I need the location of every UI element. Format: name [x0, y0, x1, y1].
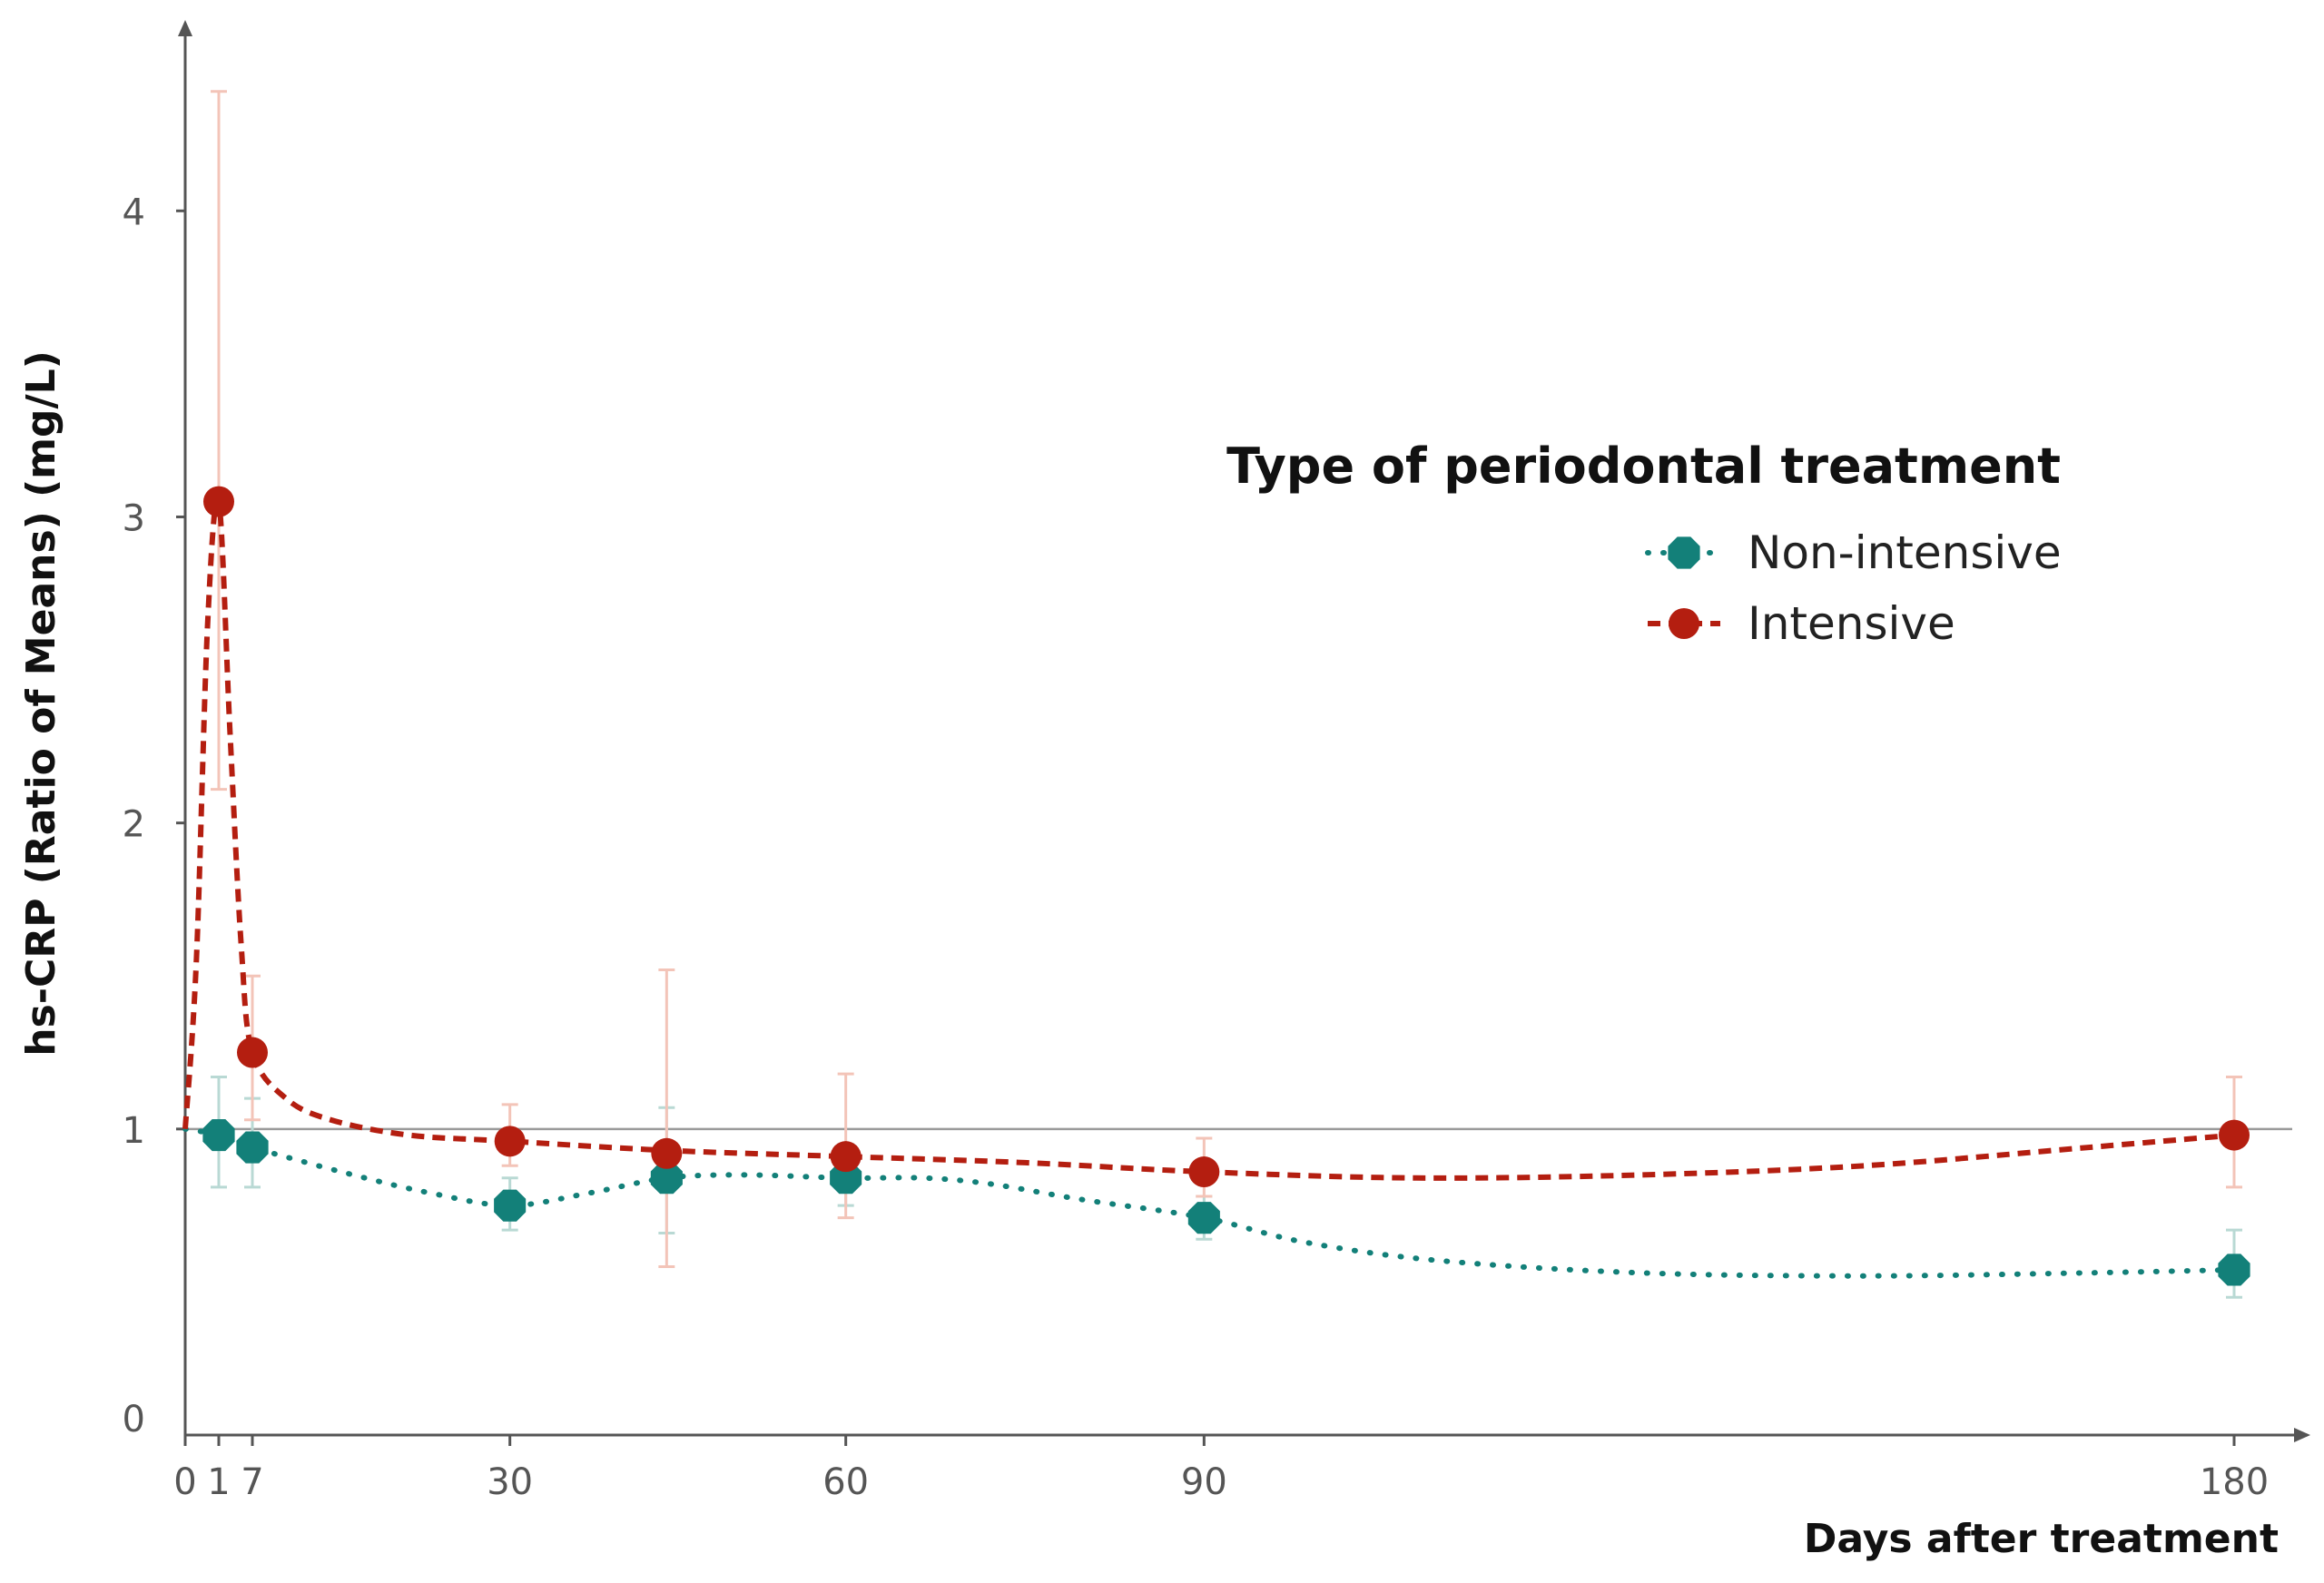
non-intensive-point [1187, 1202, 1220, 1234]
x-tick-label: 90 [1181, 1461, 1227, 1503]
intensive-point [494, 1126, 526, 1157]
non-intensive-point [830, 1162, 862, 1195]
non-intensive-point [494, 1189, 527, 1222]
non-intensive-point [236, 1131, 269, 1164]
non-intensive-point [650, 1162, 683, 1195]
intensive-point [651, 1137, 683, 1169]
y-tick-label: 2 [123, 804, 145, 846]
legend-intensive-label: Intensive [1748, 597, 1955, 650]
x-tick-label: 0 [173, 1461, 196, 1503]
legend: Type of periodontal treatment Non-intensi… [1226, 438, 2062, 650]
y-axis-arrow-icon [178, 20, 192, 36]
legend-intensive-marker [1669, 608, 1699, 639]
y-tick-label: 0 [123, 1399, 145, 1440]
y-tick-label: 4 [123, 192, 145, 233]
intensive-point [2219, 1119, 2250, 1151]
x-tick-label: 1 [207, 1461, 230, 1503]
x-tick-label: 30 [487, 1461, 533, 1503]
y-tick-label: 1 [123, 1110, 145, 1152]
y-axis-title: hs-CRP (Ratio of Means) (mg/L) [18, 350, 64, 1056]
non-intensive-point [202, 1119, 235, 1152]
series-layer [182, 90, 2250, 1299]
intensive-point [237, 1037, 268, 1068]
non-intensive-series-line [182, 1126, 2237, 1279]
marker-layer [202, 486, 2250, 1286]
legend-non-intensive-marker [1668, 536, 1700, 569]
non-intensive-point [2218, 1254, 2250, 1286]
y-tick-label: 3 [123, 497, 145, 539]
legend-title: Type of periodontal treatment [1226, 438, 2061, 495]
intensive-point [203, 486, 234, 517]
x-tick-label: 7 [241, 1461, 263, 1503]
x-tick-label: 60 [822, 1461, 869, 1503]
x-axis-arrow-icon [2294, 1428, 2310, 1442]
axes [178, 20, 2310, 1442]
x-axis-title: Days after treatment [1804, 1516, 2279, 1562]
intensive-point [1188, 1156, 1220, 1188]
x-tick-label: 180 [2200, 1461, 2269, 1503]
intensive-point [830, 1141, 862, 1173]
errorbar-layer [211, 90, 2242, 1299]
legend-non-intensive-label: Non-intensive [1748, 526, 2062, 579]
